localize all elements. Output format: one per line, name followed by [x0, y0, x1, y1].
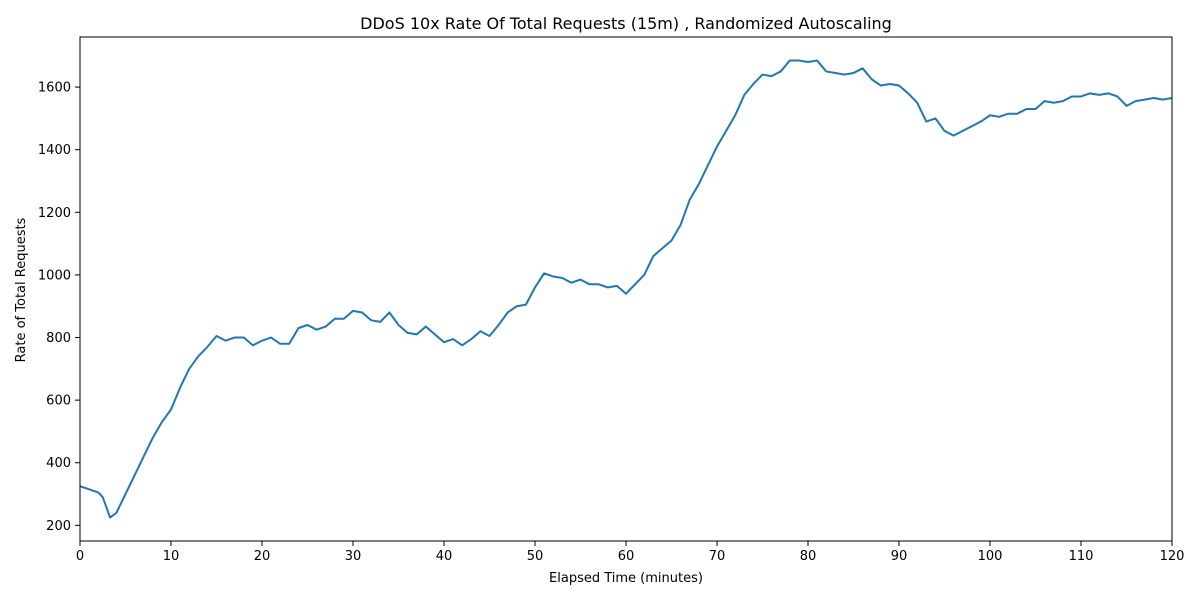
y-tick-label: 1400	[38, 143, 71, 158]
series-line-0	[80, 59, 1172, 519]
y-tick-label: 1200	[38, 206, 71, 221]
x-tick-label: 100	[978, 549, 1003, 564]
y-tick-label: 400	[46, 456, 71, 471]
x-tick-label: 40	[436, 549, 453, 564]
y-tick-label: 800	[46, 331, 71, 346]
axes-frame	[79, 36, 1173, 542]
y-tick-label: 200	[46, 519, 71, 534]
x-tick-label: 10	[163, 549, 180, 564]
plot-area: 0 10 20 30 40 50 60 70 80 90 100 110 120 200 400 600 800…	[38, 36, 1185, 564]
x-tick-label: 60	[618, 549, 635, 564]
x-tick-label: 50	[527, 549, 544, 564]
x-tick-label: 0	[76, 549, 84, 564]
x-tick-label: 90	[891, 549, 908, 564]
x-axis-label: Elapsed Time (minutes)	[549, 571, 703, 586]
y-tick-label: 1600	[38, 81, 71, 96]
y-tick-label: 600	[46, 394, 71, 409]
x-tick-label: 30	[345, 549, 362, 564]
x-tick-label: 70	[709, 549, 726, 564]
y-axis-label: Rate of Total Requests	[14, 217, 29, 362]
x-tick-label: 80	[800, 549, 817, 564]
y-tick-label: 1000	[38, 268, 71, 283]
chart-title: DDoS 10x Rate Of Total Requests (15m) , …	[360, 14, 892, 33]
x-tick-label: 20	[254, 549, 271, 564]
x-tick-label: 110	[1069, 549, 1094, 564]
x-tick-label: 120	[1160, 549, 1185, 564]
